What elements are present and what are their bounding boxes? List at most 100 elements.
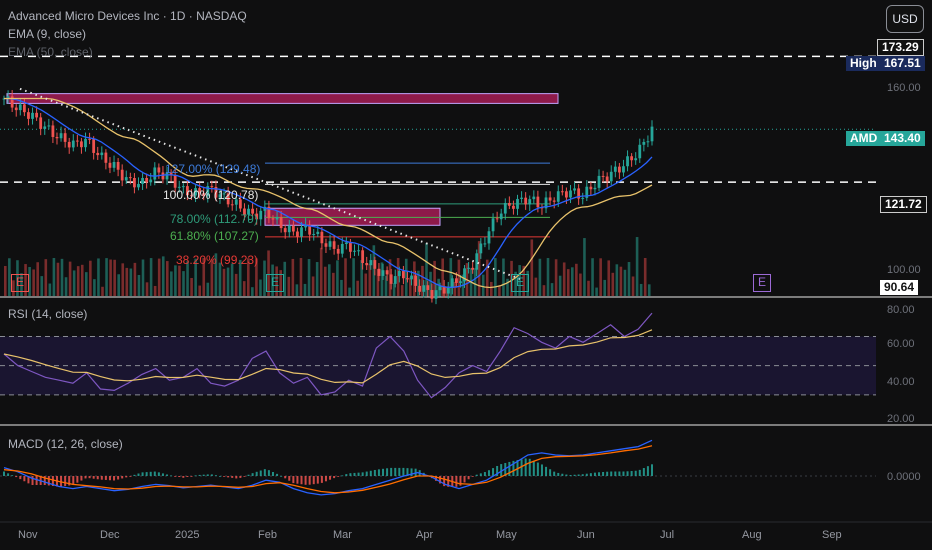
fib-label-382: 38.20% (99.23) (176, 253, 259, 267)
volume-bar-142 (579, 273, 582, 296)
macd-hist-53 (219, 476, 221, 477)
volume-bar-157 (639, 283, 643, 296)
currency-button[interactable]: USD (886, 5, 924, 33)
volume-bar-102 (417, 270, 420, 296)
candle-body-21 (88, 138, 91, 140)
rsi-line (3, 312, 653, 399)
volume-bar-75 (307, 259, 311, 296)
candle-body-57 (234, 199, 238, 205)
volume-bar-30 (125, 267, 129, 296)
macd-hist-135 (553, 471, 556, 476)
macd-hist-49 (202, 474, 205, 476)
macd-hist-19 (80, 476, 83, 481)
candle-body-92 (377, 268, 381, 276)
macd-hist-100 (410, 468, 413, 476)
candle-body-38 (157, 167, 161, 173)
candle-body-32 (133, 177, 136, 188)
macd-hist-52 (214, 475, 217, 477)
candle-body-20 (84, 138, 87, 148)
volume-bar-18 (76, 266, 80, 296)
volume-bar-122 (498, 286, 501, 296)
rsi-band (0, 336, 876, 395)
volume-bar-135 (550, 283, 554, 296)
volume-bar-105 (429, 271, 432, 296)
macd-hist-152 (622, 471, 625, 476)
macd-hist-86 (353, 472, 356, 476)
macd-hist-25 (104, 476, 107, 480)
candle-body-152 (622, 166, 625, 173)
fib-label-127: 127.00% (129.48) (165, 162, 261, 176)
macd-hist-157 (642, 468, 645, 476)
candle-body-48 (198, 188, 202, 194)
macd-hist-142 (581, 474, 584, 476)
volume-bar-97 (396, 258, 400, 296)
candle-body-126 (516, 198, 519, 209)
earnings-marker-4[interactable]: E (753, 274, 771, 292)
earnings-marker-2[interactable]: E (266, 274, 284, 292)
candle-body-138 (565, 191, 568, 198)
candle-body-153 (626, 156, 629, 167)
volume-bar-41 (170, 271, 173, 296)
candle-body-55 (226, 193, 230, 205)
candle-body-46 (190, 195, 193, 197)
candle-body-118 (483, 243, 487, 245)
volume-bar-13 (56, 262, 60, 296)
macd-hist-76 (312, 476, 315, 485)
volume-bar-107 (437, 278, 440, 296)
macd-hist-5 (23, 476, 26, 482)
candle-body-143 (585, 186, 589, 198)
macd-hist-83 (341, 475, 344, 477)
macd-hist-107 (439, 476, 442, 484)
earnings-marker-3[interactable]: E (511, 274, 529, 292)
macd-hist-128 (524, 458, 527, 476)
candle-body-105 (430, 289, 434, 299)
macd-hist-145 (593, 472, 596, 476)
candle-body-29 (120, 169, 124, 181)
volume-bar-141 (575, 263, 578, 296)
candle-body-77 (316, 231, 320, 235)
macd-hist-28 (117, 476, 120, 480)
volume-bar-87 (356, 280, 359, 296)
candle-body-56 (230, 204, 234, 206)
volume-bar-129 (526, 270, 530, 296)
trendline-dotted (19, 87, 521, 280)
volume-bar-151 (615, 264, 619, 296)
volume-bar-34 (141, 259, 145, 296)
candle-body-23 (96, 152, 100, 156)
time-label-feb: Feb (258, 529, 277, 541)
candle-body-2 (10, 96, 14, 108)
candle-body-159 (650, 126, 654, 142)
candle-body-73 (300, 227, 303, 237)
candle-body-82 (336, 248, 340, 254)
macd-hist-33 (137, 473, 140, 476)
macd-hist-85 (349, 473, 352, 476)
time-label-aug: Aug (742, 529, 762, 541)
macd-hist-147 (602, 471, 605, 476)
volume-bar-37 (153, 285, 157, 296)
volume-bar-4 (20, 273, 23, 296)
candle-body-116 (475, 253, 479, 270)
candle-body-95 (389, 274, 393, 284)
ema9-line (4, 97, 653, 289)
candle-body-109 (446, 287, 450, 294)
macd-hist-77 (316, 476, 319, 484)
candle-body-98 (401, 270, 405, 279)
volume-bar-93 (380, 262, 384, 296)
candle-body-76 (312, 234, 316, 236)
volume-bar-2 (12, 280, 15, 296)
candle-body-18 (75, 140, 79, 142)
candle-body-88 (361, 250, 365, 263)
volume-bar-121 (494, 258, 497, 296)
macd-hist-20 (84, 476, 87, 479)
macd-hist-24 (100, 476, 103, 480)
macd-hist-125 (512, 460, 515, 476)
candle-body-117 (479, 243, 483, 254)
macd-hist-54 (223, 476, 226, 477)
macd-hist-26 (108, 476, 111, 481)
macd-hist-124 (508, 461, 511, 476)
volume-bar-3 (16, 260, 19, 296)
volume-bar-149 (607, 260, 611, 296)
earnings-marker-1[interactable]: E (11, 274, 29, 292)
macd-hist-67 (276, 473, 279, 476)
